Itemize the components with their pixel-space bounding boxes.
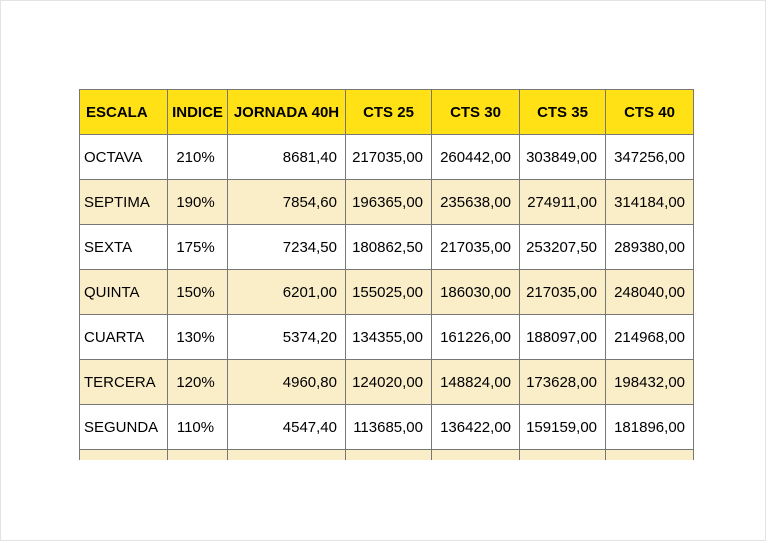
table-cell: 235638,00 (431, 179, 520, 225)
table-cell (167, 449, 228, 460)
table-cell (227, 449, 346, 460)
table-cell: SEGUNDA (79, 404, 168, 450)
table-cell: 155025,00 (345, 269, 432, 315)
table-cell: OCTAVA (79, 134, 168, 180)
column-header-indice: INDICE (167, 89, 228, 135)
table-cell: 217035,00 (431, 224, 520, 270)
table-cell: 303849,00 (519, 134, 606, 180)
table-cell: 180862,50 (345, 224, 432, 270)
table-cell: 173628,00 (519, 359, 606, 405)
table-cell: 6201,00 (227, 269, 346, 315)
table-cell: 314184,00 (605, 179, 694, 225)
table-cell: 113685,00 (345, 404, 432, 450)
column-header-cts40: CTS 40 (605, 89, 694, 135)
table-cell: 274911,00 (519, 179, 606, 225)
salary-scale-table: ESCALA INDICE JORNADA 40H CTS 25 CTS 30 … (79, 89, 694, 460)
table-cell: 4960,80 (227, 359, 346, 405)
header-row: ESCALA INDICE JORNADA 40H CTS 25 CTS 30 … (79, 89, 694, 135)
table-cell: CUARTA (79, 314, 168, 360)
table-cell: 196365,00 (345, 179, 432, 225)
table-cell (79, 449, 168, 460)
table-row: SEPTIMA 190% 7854,60 196365,00 235638,00… (79, 179, 694, 225)
table-cell: 186030,00 (431, 269, 520, 315)
table-cell: 260442,00 (431, 134, 520, 180)
column-header-escala: ESCALA (79, 89, 168, 135)
table-cell: 248040,00 (605, 269, 694, 315)
table-cell: SEXTA (79, 224, 168, 270)
table-cell: 7854,60 (227, 179, 346, 225)
table-cell: 8681,40 (227, 134, 346, 180)
table-cell: 136422,00 (431, 404, 520, 450)
table-cell: 7234,50 (227, 224, 346, 270)
table-row: OCTAVA 210% 8681,40 217035,00 260442,00 … (79, 134, 694, 180)
table-cell (519, 449, 606, 460)
table-cell: 217035,00 (345, 134, 432, 180)
table-row: CUARTA 130% 5374,20 134355,00 161226,00 … (79, 314, 694, 360)
table-row-partial (79, 449, 694, 460)
table-cell: 198432,00 (605, 359, 694, 405)
table-cell: 159159,00 (519, 404, 606, 450)
column-header-jornada: JORNADA 40H (227, 89, 346, 135)
table-cell: 175% (167, 224, 228, 270)
table-cell: SEPTIMA (79, 179, 168, 225)
table-cell: 253207,50 (519, 224, 606, 270)
table-cell (431, 449, 520, 460)
table-cell: 130% (167, 314, 228, 360)
table-cell: 181896,00 (605, 404, 694, 450)
table-cell: 5374,20 (227, 314, 346, 360)
table-cell: 210% (167, 134, 228, 180)
table-cell: 347256,00 (605, 134, 694, 180)
table-cell (605, 449, 694, 460)
table-cell: 148824,00 (431, 359, 520, 405)
table-row: SEGUNDA 110% 4547,40 113685,00 136422,00… (79, 404, 694, 450)
table-cell (345, 449, 432, 460)
table-cell: 124020,00 (345, 359, 432, 405)
table-row: SEXTA 175% 7234,50 180862,50 217035,00 2… (79, 224, 694, 270)
table-cell: 190% (167, 179, 228, 225)
table-cell: 289380,00 (605, 224, 694, 270)
table-cell: 214968,00 (605, 314, 694, 360)
table-cell: 134355,00 (345, 314, 432, 360)
table-cell: 120% (167, 359, 228, 405)
column-header-cts25: CTS 25 (345, 89, 432, 135)
table-cell: 150% (167, 269, 228, 315)
table-row: TERCERA 120% 4960,80 124020,00 148824,00… (79, 359, 694, 405)
table-cell: 161226,00 (431, 314, 520, 360)
table-row: QUINTA 150% 6201,00 155025,00 186030,00 … (79, 269, 694, 315)
table-cell: TERCERA (79, 359, 168, 405)
column-header-cts30: CTS 30 (431, 89, 520, 135)
table-cell: 110% (167, 404, 228, 450)
column-header-cts35: CTS 35 (519, 89, 606, 135)
table-cell: 4547,40 (227, 404, 346, 450)
table-cell: QUINTA (79, 269, 168, 315)
table-cell: 217035,00 (519, 269, 606, 315)
table-cell: 188097,00 (519, 314, 606, 360)
